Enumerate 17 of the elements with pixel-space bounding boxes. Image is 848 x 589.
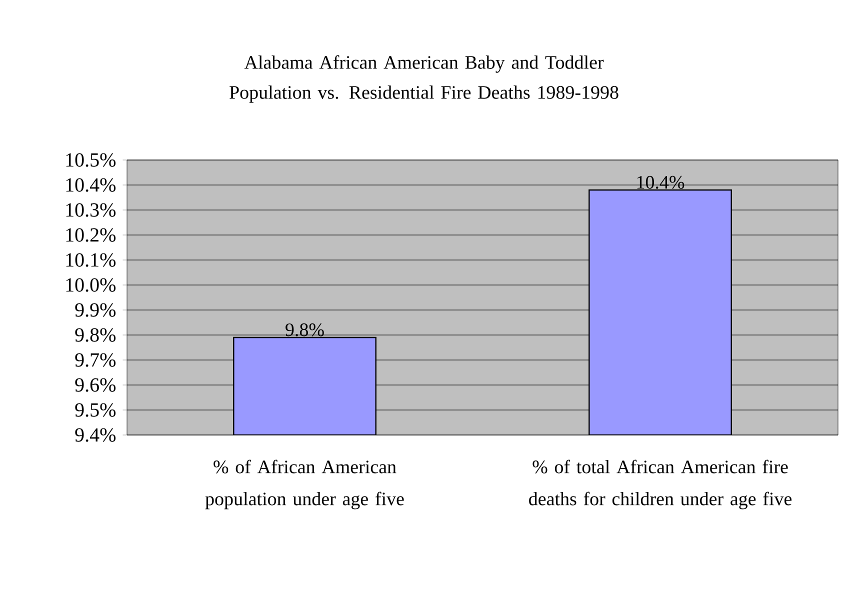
data-label: 9.8% [286,323,324,336]
y-tick-label: 9.6% [75,378,116,392]
y-tick-label: 9.8% [75,328,116,342]
x-tick-label: % of African American population under age five [205,460,404,510]
y-tick-label: 10.5% [66,153,116,167]
data-label: 10.4% [637,176,684,189]
y-tick-label: 10.0% [66,278,116,292]
y-tick-label: 9.5% [75,403,116,417]
y-tick-label: 10.3% [66,203,116,217]
y-tick-label: 9.4% [75,428,116,442]
y-tick-label: 10.4% [66,178,116,192]
y-tick-label: 9.7% [75,353,116,367]
y-tick-label: 9.9% [75,303,116,317]
x-tick-label: % of total African American fire deaths for children under age five [529,460,792,510]
y-tick-label: 10.2% [66,228,116,242]
y-tick-label: 10.1% [66,253,116,267]
chart-title: Alabama African American Baby and Toddler Population vs. Residential Fire Deaths 1989-1998 [230,55,618,103]
